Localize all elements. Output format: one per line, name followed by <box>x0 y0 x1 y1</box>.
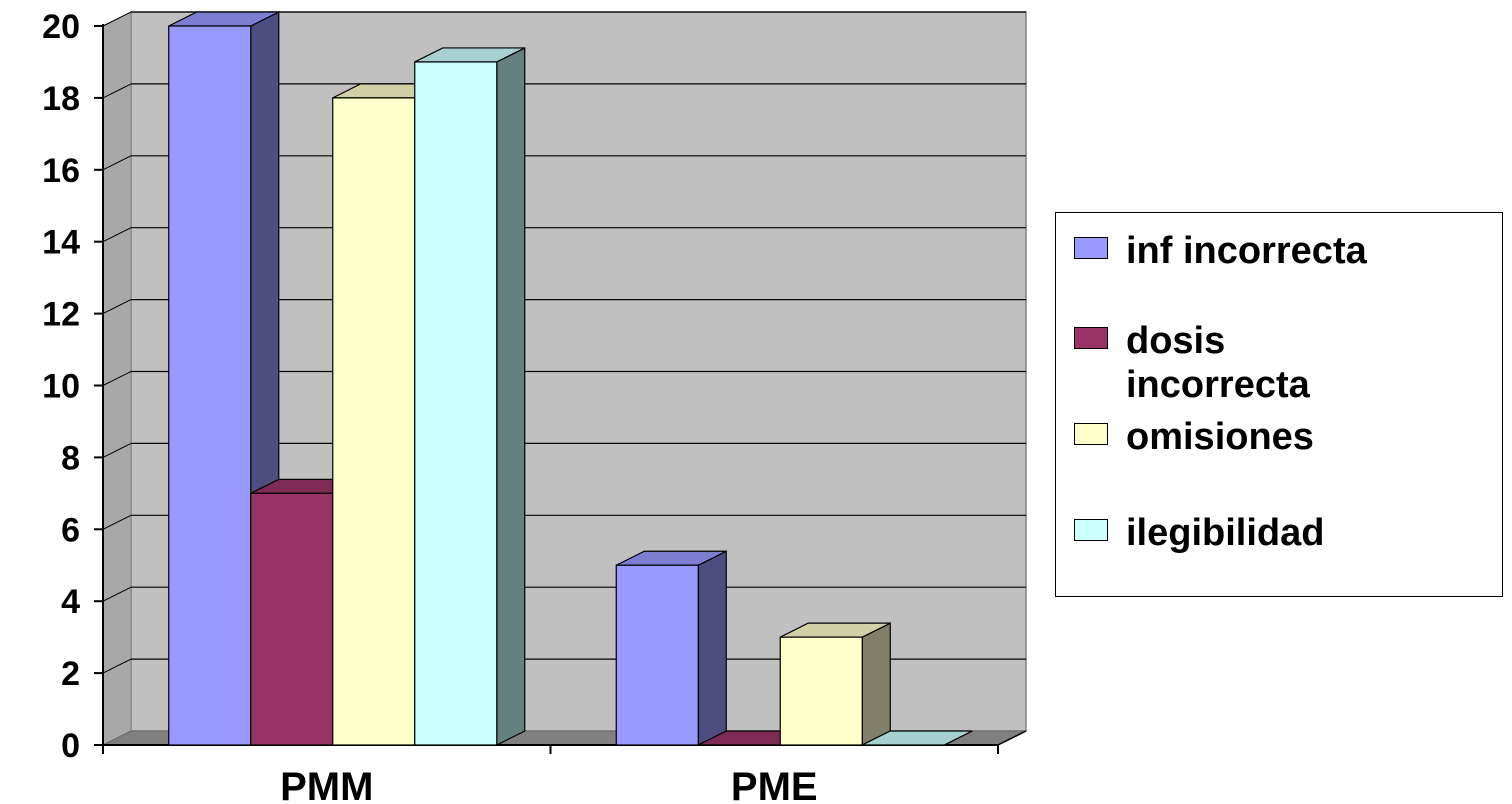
x-category-label: PME <box>731 765 818 804</box>
legend-swatch <box>1074 519 1108 541</box>
legend-label: dosis incorrecta <box>1126 320 1310 406</box>
legend-swatch <box>1074 423 1108 445</box>
x-axis-end <box>997 730 1027 746</box>
bar-front <box>332 97 416 746</box>
y-tick-label: 18 <box>42 80 80 118</box>
bar-front <box>615 564 699 746</box>
bar-front <box>779 636 863 746</box>
gridline-side <box>102 586 132 602</box>
legend-label: omisiones <box>1126 416 1314 458</box>
legend-label: ilegibilidad <box>1126 512 1325 554</box>
y-tick-label: 8 <box>61 439 80 477</box>
gridline-side <box>102 371 132 386</box>
gridline-side <box>102 83 132 99</box>
bar <box>615 550 727 746</box>
gridline-side <box>102 155 132 171</box>
bar-front <box>414 61 498 746</box>
legend-item-ilegibilidad: ilegibilidad <box>1074 511 1506 555</box>
legend-item-omisiones: omisiones <box>1074 415 1506 459</box>
bar <box>414 46 526 746</box>
legend-swatch <box>1074 327 1108 349</box>
y-tick-label: 6 <box>61 511 80 549</box>
gridline-side <box>102 299 132 315</box>
y-tick-label: 10 <box>42 368 80 406</box>
y-tick-label: 16 <box>42 152 80 190</box>
bar <box>861 730 973 746</box>
bar-side <box>496 46 526 746</box>
x-axis-categories: PMM PME <box>102 745 999 804</box>
x-category-label: PMM <box>280 765 373 804</box>
gridline-side <box>102 658 132 674</box>
y-tick-label: 20 <box>42 8 80 46</box>
y-tick-label: 12 <box>42 296 80 334</box>
y-tick-label: 0 <box>61 727 80 765</box>
bars <box>168 11 973 746</box>
gridline-side <box>102 514 132 530</box>
gridline-side <box>102 227 132 243</box>
legend: inf incorrecta dosis incorrecta omisione… <box>1055 212 1503 597</box>
bar-top <box>861 730 973 746</box>
y-axis-ticks: 0 2 4 6 8 10 12 14 16 18 20 <box>42 8 103 765</box>
gridline-side <box>102 442 132 458</box>
legend-item-dosis-incorrecta: dosis incorrecta <box>1074 319 1326 407</box>
bar-side <box>861 622 891 746</box>
legend-label: inf incorrecta <box>1126 230 1367 272</box>
bar-side <box>697 550 727 746</box>
gridline-side <box>102 11 132 27</box>
bar-front <box>168 25 252 746</box>
bar <box>779 622 891 746</box>
y-tick-label: 2 <box>61 655 80 693</box>
legend-swatch <box>1074 237 1108 259</box>
y-tick-label: 4 <box>61 583 80 621</box>
bar-front <box>250 492 334 746</box>
y-tick-label: 14 <box>42 224 80 262</box>
legend-item-inf-incorrecta: inf incorrecta <box>1074 229 1506 273</box>
